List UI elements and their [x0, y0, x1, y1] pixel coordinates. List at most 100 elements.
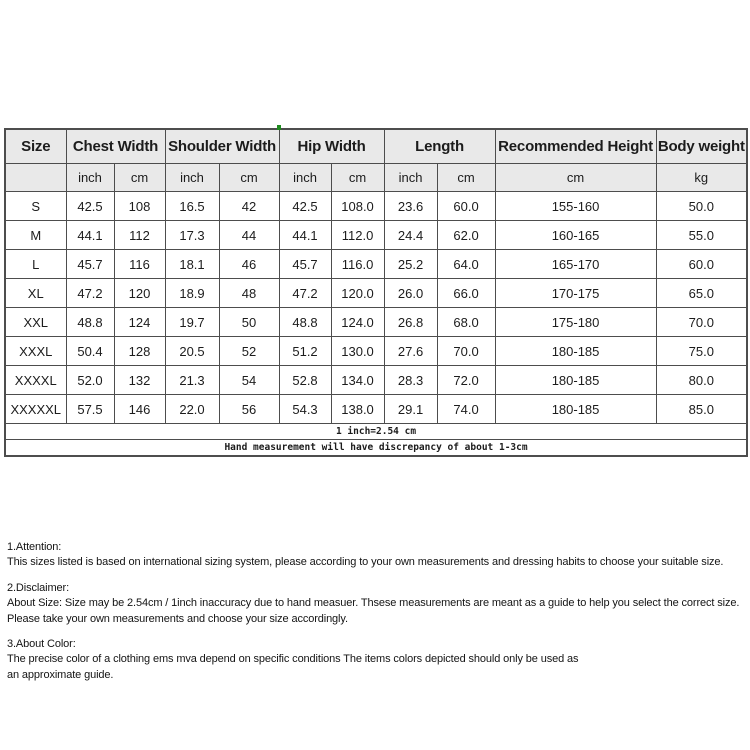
value-cell: 56 — [218, 394, 280, 424]
value-cell: 23.6 — [383, 191, 438, 221]
value-cell: 68.0 — [436, 307, 496, 337]
unit-header: inch — [164, 163, 220, 192]
value-cell: 80.0 — [655, 365, 748, 395]
column-header: Shoulder Width — [164, 128, 280, 164]
unit-row: inch cm inch cm inch cm inch cm cm kg — [4, 163, 748, 192]
value-cell: 60.0 — [436, 191, 496, 221]
value-cell: 47.2 — [65, 278, 115, 308]
value-cell: 51.2 — [278, 336, 332, 366]
unit-header: inch — [278, 163, 332, 192]
value-cell: 16.5 — [164, 191, 220, 221]
table-row: XXXL 50.4 128 20.5 52 51.2 130.0 27.6 70.0 180-18… — [4, 336, 748, 366]
value-cell: 146 — [113, 394, 166, 424]
value-cell: 55.0 — [655, 220, 748, 250]
value-cell: 165-170 — [494, 249, 657, 279]
value-cell: 60.0 — [655, 249, 748, 279]
size-cell: M — [4, 220, 67, 250]
value-cell: 48 — [218, 278, 280, 308]
column-header: Hip Width — [278, 128, 385, 164]
value-cell: 50.4 — [65, 336, 115, 366]
unit-header: cm — [436, 163, 496, 192]
value-cell: 180-185 — [494, 336, 657, 366]
table-row: XXXXXL 57.5 146 22.0 56 54.3 138.0 29.1 74.0 180-… — [4, 394, 748, 424]
value-cell: 18.9 — [164, 278, 220, 308]
value-cell: 70.0 — [436, 336, 496, 366]
section-line: The precise color of a clothing ems mva … — [7, 653, 579, 666]
value-cell: 120 — [113, 278, 166, 308]
value-cell: 19.7 — [164, 307, 220, 337]
value-cell: 54 — [218, 365, 280, 395]
table-row: L 45.7 116 18.1 46 45.7 116.0 25.2 64.0 165-170 60… — [4, 249, 748, 279]
table-row: XXL 48.8 124 19.7 50 48.8 124.0 26.8 68.0 175-180… — [4, 307, 748, 337]
section-line: About Size: Size may be 2.54cm / 1inch i… — [7, 597, 740, 610]
value-cell: 116.0 — [330, 249, 385, 279]
section-line: This sizes listed is based on internatio… — [7, 556, 724, 569]
column-header: Size — [4, 128, 67, 164]
value-cell: 120.0 — [330, 278, 385, 308]
value-cell: 155-160 — [494, 191, 657, 221]
value-cell: 50.0 — [655, 191, 748, 221]
size-cell: XXXXXL — [4, 394, 67, 424]
value-cell: 20.5 — [164, 336, 220, 366]
value-cell: 52.8 — [278, 365, 332, 395]
value-cell: 18.1 — [164, 249, 220, 279]
value-cell: 70.0 — [655, 307, 748, 337]
column-header: Recommended Height — [494, 128, 657, 164]
value-cell: 52 — [218, 336, 280, 366]
value-cell: 21.3 — [164, 365, 220, 395]
section-heading: 3.About Color: — [7, 638, 76, 651]
value-cell: 44.1 — [278, 220, 332, 250]
section-line: Please take your own measurements and ch… — [7, 612, 348, 625]
note-cell: Hand measurement will have discrepancy o… — [4, 439, 748, 457]
size-cell: XXL — [4, 307, 67, 337]
table-row: S 42.5 108 16.5 42 42.5 108.0 23.6 60.0 155-160 50… — [4, 191, 748, 221]
value-cell: 72.0 — [436, 365, 496, 395]
table-row: XXXXL 52.0 132 21.3 54 52.8 134.0 28.3 72.0 180-1… — [4, 365, 748, 395]
footnote-section: 3.About Color: The precise color of a clo… — [7, 637, 739, 683]
value-cell: 25.2 — [383, 249, 438, 279]
value-cell: 26.0 — [383, 278, 438, 308]
value-cell: 50 — [218, 307, 280, 337]
value-cell: 138.0 — [330, 394, 385, 424]
value-cell: 180-185 — [494, 365, 657, 395]
value-cell: 130.0 — [330, 336, 385, 366]
value-cell: 44.1 — [65, 220, 115, 250]
value-cell: 57.5 — [65, 394, 115, 424]
value-cell: 24.4 — [383, 220, 438, 250]
unit-header: kg — [655, 163, 748, 192]
section-line: an approximate guide. — [7, 668, 114, 681]
footnote-section: 2.Disclaimer: About Size: Size may be 2.5… — [7, 581, 739, 627]
value-cell: 62.0 — [436, 220, 496, 250]
value-cell: 116 — [113, 249, 166, 279]
size-cell: XXXL — [4, 336, 67, 366]
value-cell: 108.0 — [330, 191, 385, 221]
value-cell: 46 — [218, 249, 280, 279]
size-cell: S — [4, 191, 67, 221]
value-cell: 42.5 — [278, 191, 332, 221]
note-row: Hand measurement will have discrepancy o… — [4, 439, 748, 457]
green-mark — [277, 125, 281, 130]
value-cell: 112 — [113, 220, 166, 250]
footnote-section: 1.Attention: This sizes listed is based o… — [7, 540, 739, 571]
unit-header — [4, 163, 67, 192]
value-cell: 22.0 — [164, 394, 220, 424]
value-cell: 124 — [113, 307, 166, 337]
value-cell: 45.7 — [65, 249, 115, 279]
size-chart-table: Size Chest Width Shoulder Width Hip Width Le… — [4, 128, 749, 457]
size-cell: XL — [4, 278, 67, 308]
table-row: M 44.1 112 17.3 44 44.1 112.0 24.4 62.0 160-165 55… — [4, 220, 748, 250]
value-cell: 27.6 — [383, 336, 438, 366]
value-cell: 48.8 — [278, 307, 332, 337]
column-header: Body weight — [655, 128, 748, 164]
value-cell: 128 — [113, 336, 166, 366]
table-row: XL 47.2 120 18.9 48 47.2 120.0 26.0 66.0 170-175 6… — [4, 278, 748, 308]
value-cell: 45.7 — [278, 249, 332, 279]
value-cell: 66.0 — [436, 278, 496, 308]
value-cell: 64.0 — [436, 249, 496, 279]
value-cell: 42.5 — [65, 191, 115, 221]
value-cell: 134.0 — [330, 365, 385, 395]
value-cell: 52.0 — [65, 365, 115, 395]
value-cell: 17.3 — [164, 220, 220, 250]
value-cell: 108 — [113, 191, 166, 221]
value-cell: 124.0 — [330, 307, 385, 337]
